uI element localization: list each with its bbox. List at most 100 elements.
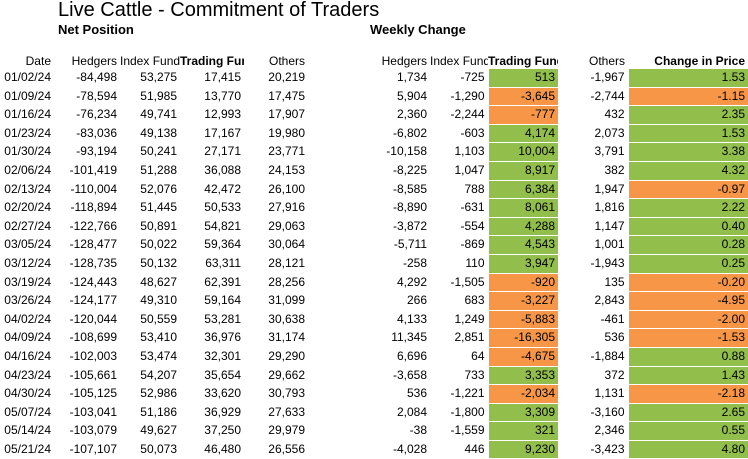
cell-change-in-price: 1.53: [627, 69, 748, 88]
cell-net-trading-funds: 27,171: [204, 144, 241, 159]
cell-net-index-funds: 49,627: [140, 423, 177, 438]
cell-net-trading-funds: 62,391: [204, 274, 241, 289]
table-row: 03/19/24 -124,443 48,627 62,391 28,256 4,292 -…: [0, 273, 748, 293]
cell-date: 01/30/24: [4, 144, 51, 159]
cell-net-others: 30,064: [268, 237, 305, 252]
cell-date: 04/23/24: [4, 367, 51, 382]
cell-change-in-price: -1.15: [627, 87, 748, 107]
cell-net-hedgers: -124,443: [69, 274, 117, 289]
cell-date: 04/16/24: [4, 348, 51, 363]
cell-net-trading-funds: 42,472: [204, 181, 241, 196]
table-row: 01/09/24 -78,594 51,985 13,770 17,475 5,904 -1…: [0, 87, 748, 107]
cell-chg-trading-funds: -920: [487, 273, 558, 293]
col-header-chg-trading-funds: Trading Funds: [488, 53, 558, 68]
cell-change-in-price: 2.65: [627, 403, 748, 423]
col-header-change-in-price: Change in Price: [654, 53, 745, 68]
cell-chg-hedgers: 536: [406, 386, 427, 401]
cell-net-hedgers: -120,044: [69, 311, 117, 326]
cell-chg-others: -1,884: [590, 348, 625, 363]
cell-net-hedgers: -78,594: [76, 88, 117, 103]
header-row: Date Hedgers Index Funds Trading Funds O…: [0, 38, 748, 69]
col-header-date: Date: [25, 53, 51, 68]
cell-net-others: 30,793: [268, 386, 305, 401]
cell-chg-others: 2,843: [594, 293, 625, 308]
cell-chg-hedgers: -8,890: [392, 200, 427, 215]
cell-net-trading-funds: 35,654: [204, 367, 241, 382]
table-row: 02/13/24 -110,004 52,076 42,472 26,100 -8,585…: [0, 180, 748, 200]
cell-net-hedgers: -84,498: [76, 70, 117, 85]
cell-date: 01/23/24: [4, 125, 51, 140]
cell-chg-hedgers: 4,292: [396, 274, 427, 289]
cell-change-in-price: 2.22: [627, 198, 748, 218]
cell-net-others: 24,153: [268, 162, 305, 177]
cell-chg-others: -3,423: [590, 441, 625, 456]
cell-date: 05/14/24: [4, 423, 51, 438]
cell-net-trading-funds: 53,281: [204, 311, 241, 326]
cell-change-in-price: 2.35: [627, 105, 748, 125]
cell-chg-trading-funds: 9,230: [487, 440, 558, 459]
cell-net-others: 26,556: [268, 441, 305, 456]
table-row: 01/02/24 -84,498 53,275 17,415 20,219 1,734 -7…: [0, 69, 748, 88]
cell-chg-index-funds: 1,249: [454, 311, 485, 326]
cell-net-hedgers: -107,107: [69, 441, 117, 456]
cell-net-others: 27,916: [268, 200, 305, 215]
cell-net-hedgers: -103,079: [69, 423, 117, 438]
table-row: 04/23/24 -105,661 54,207 35,654 29,662 -3,658…: [0, 366, 748, 386]
cell-date: 05/21/24: [4, 441, 51, 456]
table-row: 04/30/24 -105,125 52,986 33,620 30,793 536 -1,…: [0, 384, 748, 404]
cell-chg-others: 3,791: [594, 144, 625, 159]
cell-chg-others: 372: [604, 367, 625, 382]
cell-chg-hedgers: -8,585: [392, 181, 427, 196]
cell-net-others: 23,771: [268, 144, 305, 159]
cell-chg-hedgers: 2,084: [396, 404, 427, 419]
cell-chg-index-funds: -2,244: [450, 107, 485, 122]
cell-net-hedgers: -76,234: [76, 107, 117, 122]
cell-chg-trading-funds: 8,917: [487, 161, 558, 181]
cell-net-index-funds: 50,132: [140, 255, 177, 270]
col-header-net-hedgers: Hedgers: [71, 53, 117, 68]
cell-net-hedgers: -102,003: [69, 348, 117, 363]
col-header-chg-index-funds: Index Funds: [430, 53, 488, 68]
cell-chg-hedgers: 4,133: [396, 311, 427, 326]
table-row: 05/21/24 -107,107 50,073 46,480 26,556 -4,028…: [0, 440, 748, 459]
cell-net-hedgers: -83,036: [76, 125, 117, 140]
cell-net-hedgers: -108,699: [69, 330, 117, 345]
cell-date: 03/12/24: [4, 255, 51, 270]
cell-net-hedgers: -118,894: [70, 200, 117, 215]
cell-net-trading-funds: 12,993: [204, 107, 241, 122]
cell-chg-trading-funds: 321: [487, 421, 558, 441]
cell-chg-trading-funds: -5,883: [487, 310, 558, 330]
cot-table: Date Hedgers Index Funds Trading Funds O…: [0, 38, 748, 459]
cell-date: 01/09/24: [4, 88, 51, 103]
cell-chg-others: 2,073: [594, 125, 625, 140]
cell-net-trading-funds: 17,167: [204, 125, 241, 140]
cell-chg-others: 135: [604, 274, 625, 289]
cell-net-others: 26,100: [268, 181, 305, 196]
cell-chg-hedgers: -258: [402, 255, 427, 270]
cell-chg-others: 1,001: [594, 237, 625, 252]
table-row: 03/05/24 -128,477 50,022 59,364 30,064 -5,711…: [0, 235, 748, 255]
cell-date: 03/05/24: [4, 237, 51, 252]
cell-net-hedgers: -122,766: [69, 218, 117, 233]
cell-chg-index-funds: 683: [464, 293, 485, 308]
cell-chg-trading-funds: -777: [487, 105, 558, 125]
cell-chg-hedgers: 6,696: [396, 348, 427, 363]
cell-chg-hedgers: 1,734: [396, 70, 427, 85]
cell-net-others: 29,662: [268, 367, 305, 382]
cell-chg-others: 536: [604, 330, 625, 345]
cell-chg-trading-funds: 8,061: [487, 198, 558, 218]
cell-chg-index-funds: -1,559: [450, 423, 485, 438]
cell-chg-index-funds: 1,103: [454, 144, 485, 159]
net-position-heading: Net Position: [58, 22, 134, 37]
cell-date: 02/27/24: [4, 218, 51, 233]
cell-chg-trading-funds: 3,309: [487, 403, 558, 423]
cell-change-in-price: 0.88: [627, 347, 748, 367]
table-row: 04/16/24 -102,003 53,474 32,301 29,290 6,696 6…: [0, 347, 748, 367]
cell-chg-others: -2,744: [590, 88, 625, 103]
cell-net-hedgers: -124,177: [69, 293, 117, 308]
table-row: 02/27/24 -122,766 50,891 54,821 29,063 -3,872…: [0, 217, 748, 237]
cell-date: 01/02/24: [4, 70, 51, 85]
table-row: 02/06/24 -101,419 51,288 36,088 24,153 -8,225…: [0, 161, 748, 181]
cell-chg-others: 1,816: [594, 200, 625, 215]
cell-chg-index-funds: -631: [460, 200, 485, 215]
